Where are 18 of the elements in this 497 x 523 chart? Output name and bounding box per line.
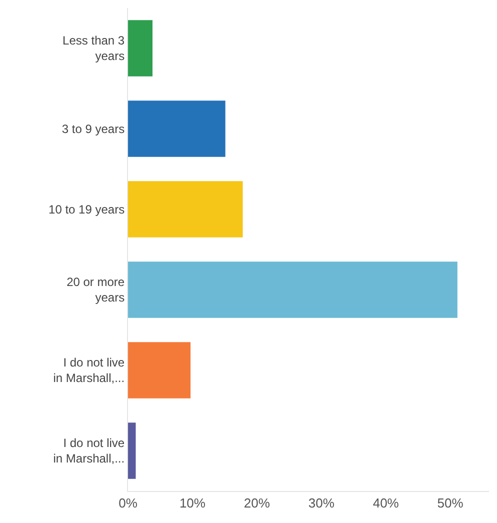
- x-tick-label: 0%: [118, 496, 138, 511]
- bar: [128, 422, 136, 479]
- y-tick-label: I do not live in Marshall,...: [53, 356, 125, 386]
- y-tick-label: I do not live in Marshall,...: [53, 436, 125, 466]
- bar: [128, 262, 458, 318]
- bar: [128, 20, 152, 76]
- y-tick-label: 20 or more years: [66, 275, 125, 305]
- bar: [128, 181, 243, 238]
- x-tick-label: 10%: [179, 496, 206, 511]
- y-tick-label: 10 to 19 years: [48, 202, 125, 216]
- bar: [128, 342, 191, 398]
- x-tick-label: 20%: [244, 496, 270, 511]
- x-tick-label: 40%: [372, 496, 400, 511]
- y-tick-label: 3 to 9 years: [62, 122, 125, 136]
- x-tick-label: 30%: [308, 496, 335, 511]
- x-tick-label: 50%: [437, 496, 464, 511]
- bar: [128, 100, 226, 157]
- y-tick-label: Less than 3 years: [62, 34, 125, 64]
